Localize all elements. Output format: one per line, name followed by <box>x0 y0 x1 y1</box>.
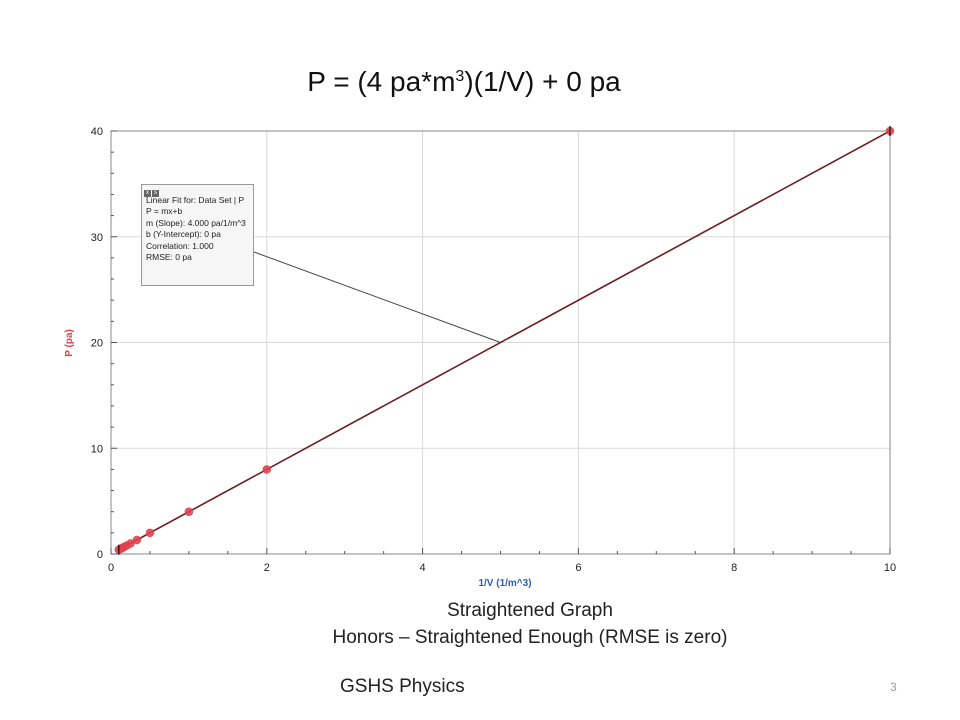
x-tick-label: 0 <box>108 562 114 574</box>
page-title: P = (4 pa*m3)(1/V) + 0 pa <box>307 66 621 97</box>
data-points <box>114 126 895 555</box>
tick-labels: 0 2 4 6 8 10 0 10 20 30 40 <box>91 126 896 574</box>
caption-line-1: Straightened Graph <box>447 600 613 621</box>
x-tick-label: 2 <box>264 562 270 574</box>
fit-layer <box>118 130 891 551</box>
x-tick-label: 10 <box>884 562 896 574</box>
page-number: 3 <box>890 680 897 694</box>
fit-box-intercept: b (Y-Intercept): 0 pa <box>146 229 221 240</box>
fit-box-slope: m (Slope): 4.000 pa/1/m^3 <box>146 217 246 228</box>
fit-line <box>118 130 891 551</box>
data-point <box>145 528 155 538</box>
data-point <box>262 465 272 474</box>
footer-text: GSHS Physics <box>340 676 465 697</box>
axes <box>110 130 891 555</box>
y-tick-label: 30 <box>91 232 103 244</box>
caption-line-2: Honors – Straightened Enough (RMSE is ze… <box>332 627 728 648</box>
data-point <box>126 539 135 548</box>
x-axis-label: 1/V (1/m^3) <box>478 578 531 589</box>
y-tick-label: 40 <box>91 126 103 138</box>
fit-box-rmse: RMSE: 0 pa <box>146 252 192 263</box>
y-axis-label: P (pa) <box>64 329 75 357</box>
fit-box-title: Linear Fit for: Data Set | P <box>146 195 245 205</box>
data-point <box>184 507 194 516</box>
y-tick-label: 20 <box>91 338 103 350</box>
fit-box-leader <box>253 251 501 343</box>
data-point <box>132 535 142 545</box>
settings-icon[interactable]: s <box>152 190 159 197</box>
x-tick-label: 4 <box>420 562 426 574</box>
y-tick-label: 10 <box>91 443 103 455</box>
x-tick-label: 8 <box>731 562 737 574</box>
fit-box-correlation: Correlation: 1.000 <box>146 240 214 251</box>
y-tick-label: 0 <box>97 549 103 561</box>
fit-box-equation: P = mx+b <box>146 206 183 217</box>
x-tick-label: 6 <box>575 562 581 574</box>
close-icon[interactable]: x <box>144 190 151 197</box>
